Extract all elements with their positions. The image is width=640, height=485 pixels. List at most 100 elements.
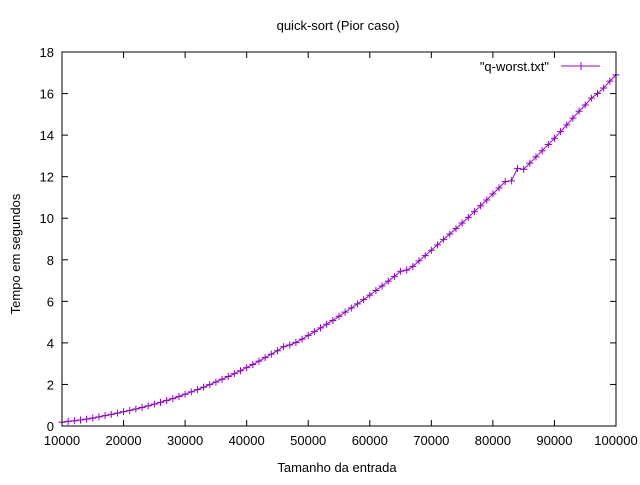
data-point-marker — [520, 165, 528, 173]
data-point-marker — [200, 383, 208, 391]
data-point-marker — [458, 219, 466, 227]
data-point-marker — [446, 230, 454, 238]
data-point-marker — [286, 341, 294, 349]
data-point-marker — [230, 370, 238, 378]
legend-marker-sample — [577, 62, 585, 70]
data-point-marker — [298, 335, 306, 343]
data-point-marker — [89, 414, 97, 422]
data-point-marker — [132, 405, 140, 413]
data-point-marker — [341, 308, 349, 316]
data-point-marker — [581, 101, 589, 109]
y-tick-label: 14 — [40, 128, 54, 143]
data-point-marker — [575, 107, 583, 115]
chart-title: quick-sort (Pior caso) — [277, 18, 400, 33]
data-point-marker — [569, 114, 577, 122]
data-point-marker — [249, 360, 257, 368]
data-point-marker — [501, 178, 509, 186]
data-point-marker — [550, 134, 558, 142]
data-point-marker — [526, 159, 534, 167]
y-tick-label: 10 — [40, 211, 54, 226]
data-point-marker — [489, 190, 497, 198]
data-point-marker — [181, 390, 189, 398]
y-tick-label: 18 — [40, 45, 54, 60]
data-point-marker — [372, 287, 380, 295]
data-point-marker — [212, 378, 220, 386]
x-tick-label: 20000 — [105, 433, 141, 448]
legend: "q-worst.txt" — [480, 59, 600, 74]
data-point-marker — [427, 246, 435, 254]
data-point-marker — [273, 347, 281, 355]
data-point-marker — [606, 77, 614, 85]
y-tick-label: 12 — [40, 170, 54, 185]
data-point-marker — [101, 412, 109, 420]
y-tick-label: 8 — [47, 253, 54, 268]
plot-frame — [61, 51, 617, 427]
data-point-marker — [144, 402, 152, 410]
data-point-marker — [107, 410, 115, 418]
data-point-marker — [594, 90, 602, 98]
x-tick-label: 50000 — [290, 433, 326, 448]
data-point-marker — [193, 386, 201, 394]
data-point-marker — [514, 164, 522, 172]
data-point-marker — [163, 396, 171, 404]
data-point-marker — [477, 202, 485, 210]
axis-ticks: 10000 20000 30000 40000 50000 60000 70000 80000… — [40, 45, 638, 448]
data-point-marker — [329, 316, 337, 324]
data-point-marker — [187, 388, 195, 396]
y-axis-label: Tempo em segundos — [8, 193, 23, 314]
data-point-marker — [538, 147, 546, 155]
data-point-marker — [150, 400, 158, 408]
data-point-marker — [440, 235, 448, 243]
data-point-marker — [360, 296, 368, 304]
data-point-marker — [120, 408, 128, 416]
y-tick-label: 16 — [40, 87, 54, 102]
data-point-marker — [310, 328, 318, 336]
data-point-marker — [409, 262, 417, 270]
data-point-marker — [304, 331, 312, 339]
data-point-marker — [415, 257, 423, 265]
data-point-marker — [218, 375, 226, 383]
x-tick-label: 80000 — [475, 433, 511, 448]
data-point-marker — [507, 177, 515, 185]
y-tick-label: 4 — [47, 336, 54, 351]
data-point-marker — [292, 338, 300, 346]
x-axis-label: Tamanho da entrada — [277, 460, 397, 475]
x-tick-label: 60000 — [352, 433, 388, 448]
data-point-marker — [544, 140, 552, 148]
plot-area — [58, 71, 620, 426]
data-point-marker — [470, 208, 478, 216]
data-point-marker — [421, 252, 429, 260]
data-point-marker — [126, 406, 134, 414]
x-tick-label: 70000 — [413, 433, 449, 448]
data-point-marker — [169, 395, 177, 403]
data-point-marker — [280, 343, 288, 351]
data-point-marker — [70, 417, 78, 425]
data-point-marker — [323, 320, 331, 328]
x-tick-label: 10000 — [44, 433, 80, 448]
data-point-marker — [433, 241, 441, 249]
data-point-marker — [206, 381, 214, 389]
data-point-marker — [237, 367, 245, 375]
data-point-marker — [267, 350, 275, 358]
x-tick-label: 90000 — [536, 433, 572, 448]
data-point-marker — [95, 413, 103, 421]
data-point-marker — [452, 225, 460, 233]
data-point-marker — [335, 312, 343, 320]
data-point-marker — [532, 153, 540, 161]
data-point-marker — [83, 415, 91, 423]
data-point-marker — [557, 128, 565, 136]
data-point-marker — [175, 392, 183, 400]
data-point-marker — [366, 291, 374, 299]
data-point-marker — [587, 94, 595, 102]
data-point-marker — [353, 300, 361, 308]
data-point-marker — [378, 282, 386, 290]
data-point-marker — [403, 266, 411, 274]
data-point-marker — [317, 324, 325, 332]
y-tick-label: 2 — [47, 377, 54, 392]
x-tick-label: 30000 — [167, 433, 203, 448]
data-point-marker — [113, 409, 121, 417]
x-tick-label: 40000 — [229, 433, 265, 448]
data-point-marker — [255, 357, 263, 365]
x-tick-label: 100000 — [594, 433, 637, 448]
